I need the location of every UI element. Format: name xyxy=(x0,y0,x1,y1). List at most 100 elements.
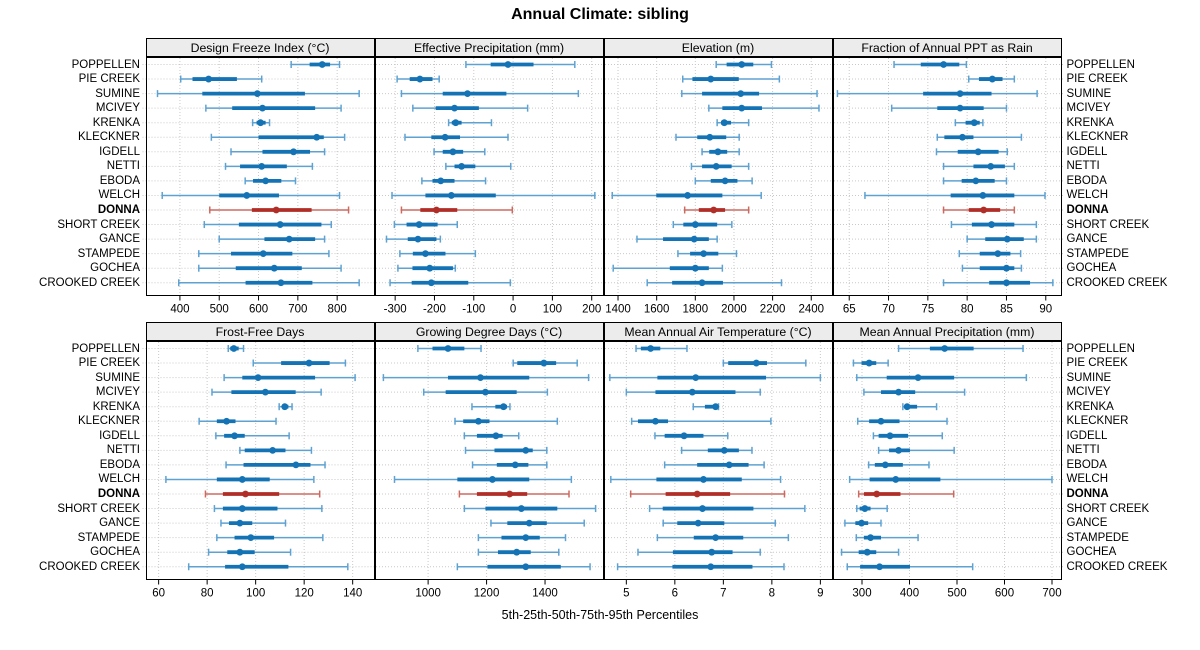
median-dot xyxy=(690,235,698,243)
percentile-whisker xyxy=(950,221,1037,229)
median-dot xyxy=(860,505,868,512)
median-dot xyxy=(292,461,299,469)
percentile-whisker xyxy=(942,177,1007,185)
median-dot xyxy=(276,221,284,228)
site-label-right: DONNA xyxy=(1066,204,1109,216)
median-dot xyxy=(449,148,456,156)
site-label-right: PIE CREEK xyxy=(1066,357,1128,370)
panel-border xyxy=(374,57,604,296)
site-label-left: EBODA xyxy=(99,458,140,471)
median-dot xyxy=(447,192,455,199)
median-dot xyxy=(261,388,269,396)
median-dot xyxy=(872,490,880,498)
axis-tick-label: 9 xyxy=(817,588,823,600)
percentile-whisker xyxy=(722,359,807,367)
site-label-right: KRENKA xyxy=(1066,400,1114,413)
median-dot xyxy=(736,90,744,97)
percentile-whisker xyxy=(477,534,566,542)
percentile-whisker xyxy=(400,90,579,98)
percentile-whisker xyxy=(648,505,806,513)
median-dot xyxy=(857,519,865,527)
panel-border xyxy=(145,57,375,296)
axis-tick-label: 400 xyxy=(899,588,918,600)
median-dot xyxy=(891,476,899,483)
site-label-right: SHORT CREEK xyxy=(1066,218,1150,231)
panel-border xyxy=(603,57,833,296)
axis-tick-label: 400 xyxy=(170,304,189,316)
axis-tick-label: 1000 xyxy=(415,588,441,600)
percentile-whisker xyxy=(210,388,322,396)
panel-plot-2: -300 -200 -100 0 100 200 xyxy=(374,57,604,316)
site-label-right: MCIVEY xyxy=(1066,102,1111,115)
median-dot xyxy=(521,534,529,542)
median-dot xyxy=(270,264,278,272)
median-dot xyxy=(680,432,687,440)
percentile-whisker xyxy=(215,534,324,542)
median-dot xyxy=(505,490,513,498)
percentile-whisker xyxy=(942,279,1054,287)
percentile-whisker xyxy=(840,548,899,556)
median-dot xyxy=(725,461,733,469)
axis-tick-label: 200 xyxy=(582,304,601,316)
percentile-whisker xyxy=(965,235,1037,243)
axis-tick-label: 90 xyxy=(1039,304,1052,316)
panel-plot-8: 300 400 500 600 700 xyxy=(832,341,1064,600)
percentile-whisker xyxy=(843,519,882,527)
percentile-whisker xyxy=(616,563,785,571)
median-dot xyxy=(476,374,484,381)
site-label-right: STAMPEDE xyxy=(1066,247,1129,260)
site-label-left: POPPELLEN xyxy=(71,342,140,355)
median-dot xyxy=(277,279,284,287)
percentile-whisker xyxy=(444,162,511,170)
median-dot xyxy=(714,148,721,156)
panel-plot-5: 60 80 100 120 140 xyxy=(142,341,375,600)
percentile-whisker xyxy=(511,359,578,367)
axis-tick-label: 100 xyxy=(542,304,561,316)
site-label-right: IGDELL xyxy=(1066,429,1108,442)
median-dot xyxy=(421,250,429,258)
median-dot xyxy=(254,374,261,381)
panel-strip: Mean Annual Air Temperature (°C) xyxy=(603,322,833,341)
median-dot xyxy=(651,417,659,425)
panel-strip: Growing Degree Days (°C) xyxy=(374,322,604,341)
percentile-whisker xyxy=(892,61,967,68)
median-dot xyxy=(488,476,496,483)
median-dot xyxy=(238,476,246,483)
median-dot xyxy=(939,61,947,68)
percentile-whisker-highlight xyxy=(400,206,513,214)
axis-tick-label: 700 xyxy=(1042,588,1061,600)
panel-strip: Mean Annual Precipitation (mm) xyxy=(832,322,1062,341)
median-dot xyxy=(521,563,529,571)
percentile-whisker xyxy=(203,221,332,229)
median-dot xyxy=(451,119,459,127)
site-label-right: GANCE xyxy=(1066,233,1108,246)
percentile-whisker xyxy=(217,235,325,243)
panel-title: Mean Annual Air Temperature (°C) xyxy=(624,324,812,339)
percentile-whisker xyxy=(463,505,596,513)
percentile-whisker xyxy=(411,104,528,112)
median-dot xyxy=(246,534,254,542)
median-dot xyxy=(259,250,267,258)
percentile-whisker-highlight xyxy=(458,490,570,498)
percentile-whisker xyxy=(867,461,930,469)
percentile-whisker xyxy=(863,191,1046,199)
axis-tick-label: 60 xyxy=(152,588,165,600)
median-dot xyxy=(481,388,489,396)
median-dot xyxy=(979,206,987,214)
axis-tick-label: 140 xyxy=(343,588,362,600)
percentile-whisker xyxy=(420,177,486,185)
median-dot xyxy=(993,250,1001,258)
percentile-whisker xyxy=(160,191,340,199)
median-dot xyxy=(971,177,979,185)
axis-tick-label: 1600 xyxy=(643,304,669,316)
site-label-right: KLECKNER xyxy=(1066,131,1129,144)
axis-tick-label: 8 xyxy=(768,588,774,600)
percentile-whisker xyxy=(447,119,492,127)
percentile-whisker xyxy=(608,374,821,382)
median-dot xyxy=(235,548,243,556)
axis-tick-label: 1400 xyxy=(605,304,631,316)
panel-strip: Effective Precipitation (mm) xyxy=(374,38,604,57)
median-dot xyxy=(425,264,433,272)
percentile-whisker xyxy=(396,264,456,272)
percentile-whisker xyxy=(207,548,291,556)
